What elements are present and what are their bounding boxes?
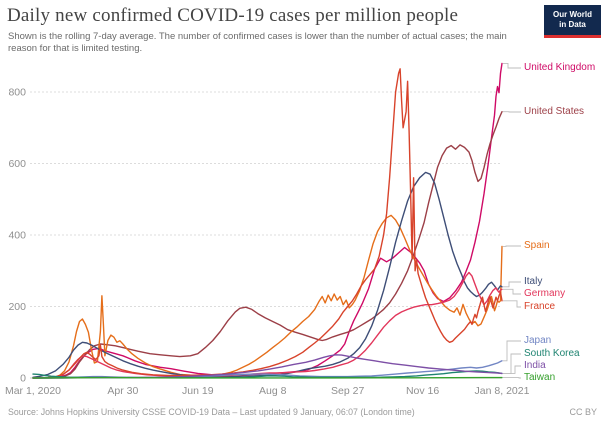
y-tick-200: 200	[8, 301, 26, 313]
x-tick-sep-27: Sep 27	[331, 385, 364, 397]
series-label-united-states[interactable]: United States	[524, 105, 585, 117]
y-tick-400: 400	[8, 230, 26, 242]
leader-line-india	[503, 365, 521, 374]
x-tick-nov-16: Nov 16	[406, 385, 439, 397]
series-label-taiwan[interactable]: Taiwan	[524, 371, 556, 383]
chart-footer: Source: Johns Hopkins University CSSE CO…	[0, 405, 605, 425]
x-tick-aug-8: Aug 8	[259, 385, 287, 397]
leader-line-south-korea	[503, 353, 521, 374]
series-label-india[interactable]: India	[524, 359, 546, 371]
x-tick-jun-19: Jun 19	[182, 385, 214, 397]
series-label-united-kingdom[interactable]: United Kingdom	[524, 61, 596, 73]
series-label-south-korea[interactable]: South Korea	[524, 347, 580, 359]
owid-logo-line2: in Data	[559, 20, 586, 29]
y-tick-800: 800	[8, 87, 26, 99]
leader-line-italy	[503, 281, 521, 288]
series-label-germany[interactable]: Germany	[524, 287, 566, 299]
x-tick-apr-30: Apr 30	[107, 385, 138, 397]
chart-title: Daily new confirmed COVID-19 cases per m…	[7, 5, 459, 26]
x-tick-mar-1,-2020: Mar 1, 2020	[5, 385, 61, 397]
series-line-france	[32, 68, 503, 379]
series-label-spain[interactable]: Spain	[524, 239, 550, 251]
license-badge[interactable]: CC BY	[569, 407, 597, 417]
chart-subtitle: Shown is the rolling 7-day average. The …	[8, 31, 507, 55]
series-line-united-kingdom	[32, 62, 503, 379]
leader-line-germany	[503, 288, 521, 295]
series-line-germany	[32, 271, 503, 379]
series-line-india	[32, 354, 503, 379]
series-label-france[interactable]: France	[524, 300, 556, 312]
leader-line-japan	[503, 340, 521, 362]
leader-line-france	[503, 300, 521, 308]
x-tick-jan-8,-2021: Jan 8, 2021	[475, 385, 530, 397]
source-note: Source: Johns Hopkins University CSSE CO…	[8, 407, 415, 417]
y-tick-600: 600	[8, 158, 26, 170]
series-label-japan[interactable]: Japan	[524, 334, 552, 346]
series-label-italy[interactable]: Italy	[524, 275, 543, 287]
owid-logo-line1: Our World	[553, 10, 592, 19]
series-line-united-states	[32, 111, 503, 379]
series-line-italy	[32, 171, 503, 378]
owid-logo: Our World in Data	[544, 5, 601, 38]
leader-line-united-kingdom	[503, 62, 521, 69]
series-line-spain	[32, 214, 503, 379]
y-tick-0: 0	[20, 373, 26, 385]
